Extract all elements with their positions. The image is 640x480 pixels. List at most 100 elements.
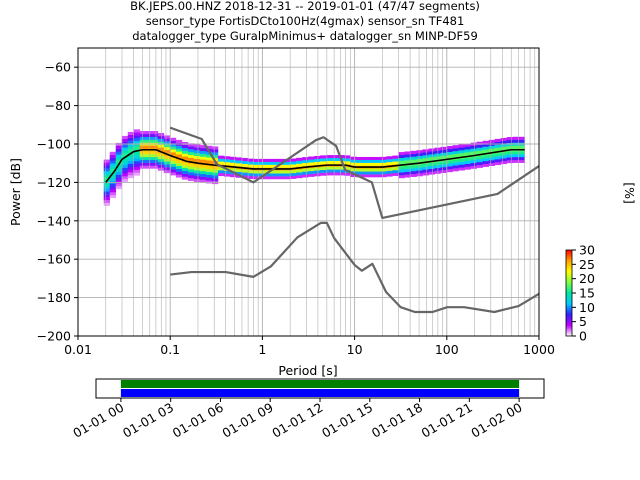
heatmap-cell: [115, 145, 123, 149]
heatmap-cell: [103, 202, 111, 206]
heatmap-cell: [374, 174, 381, 178]
heatmap-cell: [199, 156, 207, 160]
heatmap-cell: [500, 158, 507, 162]
heatmap-cell: [488, 139, 495, 143]
heatmap-cell: [127, 134, 135, 138]
heatmap-cell: [193, 173, 201, 177]
heatmap-cell: [476, 159, 483, 163]
heatmap-cell: [398, 157, 405, 161]
heatmap-cell: [344, 172, 351, 176]
colorbar-tick-label: 20: [579, 271, 595, 286]
heatmap-cell: [181, 167, 189, 172]
heatmap-cell: [314, 167, 321, 171]
heatmap-cell: [163, 135, 171, 139]
heatmap-cell: [386, 173, 393, 177]
heatmap-cell: [242, 160, 249, 164]
heatmap-cell: [193, 144, 201, 148]
heatmap-cell: [350, 168, 357, 172]
heatmap-cell: [446, 163, 453, 167]
y-tick-label: −60: [45, 60, 71, 75]
heatmap-cell: [163, 144, 171, 148]
heatmap-cell: [133, 166, 141, 170]
heatmap-cell: [175, 168, 183, 172]
heatmap-cell: [217, 170, 225, 174]
grid-lines: [77, 48, 539, 337]
colorbar-tick-label: 30: [579, 243, 595, 258]
heatmap-cell: [512, 154, 519, 158]
heatmap-cell: [446, 154, 453, 158]
heatmap-cell: [278, 176, 285, 180]
heatmap-cell: [320, 155, 327, 159]
heatmap-cell: [109, 157, 117, 161]
heatmap-cell: [193, 167, 201, 171]
heatmap-cell: [127, 131, 135, 135]
heatmap-cell: [272, 173, 279, 177]
heatmap-cell: [248, 164, 255, 168]
heatmap-cell: [500, 140, 507, 144]
heatmap-cell: [169, 149, 177, 153]
heatmap-cell: [169, 166, 177, 170]
heatmap-cell: [230, 168, 237, 172]
heatmap-cell: [512, 139, 519, 143]
heatmap-cell: [181, 173, 189, 177]
heatmap-cell: [452, 153, 459, 157]
heatmap-cell: [308, 173, 315, 177]
heatmap-cell: [350, 159, 357, 163]
heatmap-cell: [211, 166, 219, 170]
heatmap-cell: [326, 169, 333, 173]
heatmap-cell: [380, 159, 387, 163]
heatmap-cell: [115, 183, 123, 187]
heatmap-cell: [488, 160, 495, 164]
heatmap-cell: [398, 160, 405, 164]
heatmap-cell: [284, 164, 291, 168]
heatmap-cell: [127, 146, 135, 150]
heatmap-cell: [308, 156, 315, 160]
heatmap-cell: [464, 146, 471, 150]
heatmap-cell: [121, 158, 129, 163]
heatmap-cell: [416, 150, 423, 154]
heatmap-cell: [314, 161, 321, 165]
heatmap-cell: [458, 147, 465, 151]
heatmap-cell: [121, 176, 129, 180]
heatmap-cell: [121, 173, 129, 177]
heatmap-cell: [145, 162, 153, 166]
heatmap-cell: [302, 168, 309, 172]
heatmap-cell: [440, 152, 447, 156]
heatmap-cell: [338, 155, 345, 159]
heatmap-cell: [193, 170, 201, 174]
heatmap-cell: [452, 165, 459, 169]
heatmap-cell: [410, 150, 417, 154]
heatmap-cell: [127, 154, 135, 159]
heatmap-cell: [518, 139, 526, 143]
heatmap-cell: [254, 158, 261, 162]
heatmap-cell: [103, 185, 111, 189]
heatmap-cell: [380, 168, 387, 172]
heatmap-cell: [260, 161, 267, 165]
heatmap-cell: [103, 194, 111, 198]
heatmap-cell: [506, 160, 513, 164]
heatmap-cell: [398, 154, 405, 159]
heatmap-cell: [236, 160, 243, 164]
colorbar-tick-label: 15: [579, 286, 595, 301]
heatmap-cell: [230, 162, 237, 166]
heatmap-cell: [416, 173, 423, 177]
heatmap-cell: [440, 155, 447, 159]
heatmap-cell: [127, 140, 135, 144]
heatmap-cell: [115, 177, 123, 181]
heatmap-cell: [506, 139, 513, 144]
heatmap-cell: [284, 170, 291, 174]
heatmap-cell: [169, 172, 177, 176]
heatmap-cell: [266, 161, 273, 165]
heatmap-cell: [133, 161, 141, 165]
x-tick-label: 1: [258, 342, 266, 357]
heatmap-cell: [199, 147, 207, 152]
heatmap-cell: [127, 172, 135, 176]
heatmap-cell: [422, 166, 429, 170]
heatmap-cell: [356, 168, 363, 172]
heatmap-cell: [175, 154, 183, 158]
heatmap-cell: [476, 144, 483, 148]
heatmap-cell: [512, 136, 519, 140]
heatmap-cell: [109, 177, 117, 181]
